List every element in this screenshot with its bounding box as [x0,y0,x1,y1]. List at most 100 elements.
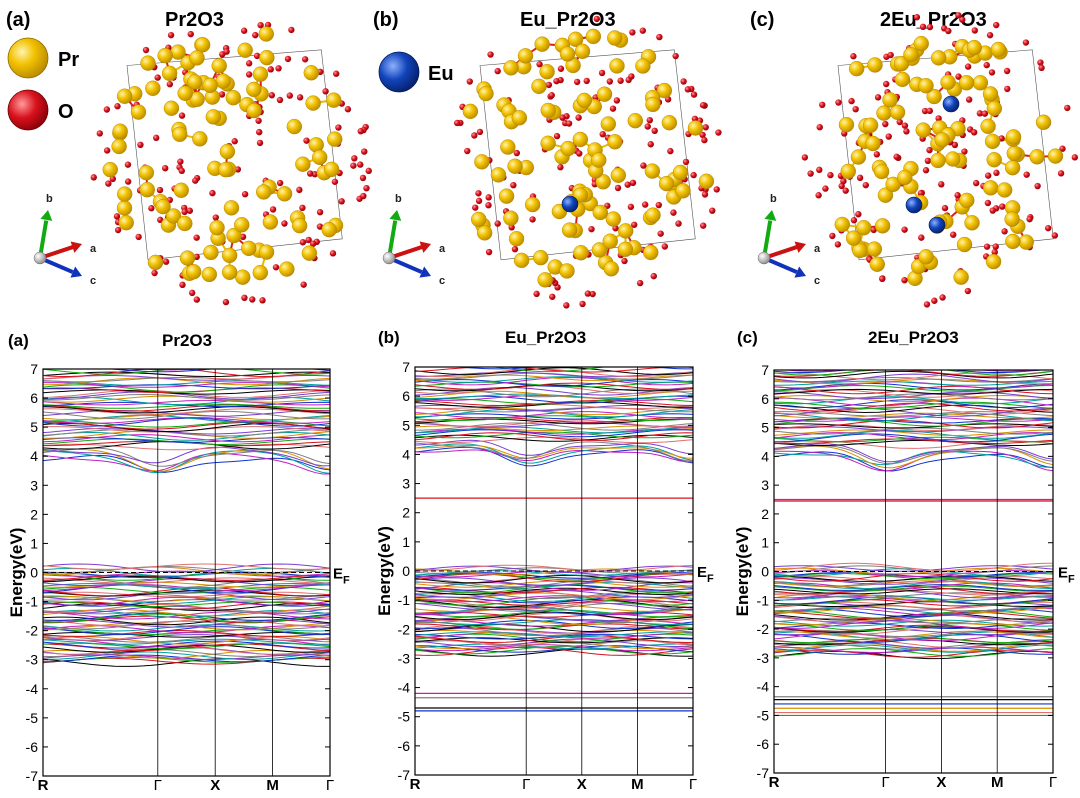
y-tick-label: -7 [398,767,411,783]
axes-triad: bac [34,193,97,287]
conduction-band-line [415,348,693,354]
y-tick-label: 7 [30,361,38,377]
kpoint-label: M [631,776,644,793]
structure-title: 2Eu_Pr2O3 [880,9,987,31]
chart-title: Eu_Pr2O3 [505,328,586,347]
y-tick-label: -7 [757,765,770,781]
y-tick-label: 3 [402,476,410,492]
kpoint-label: Γ [689,776,697,793]
y-tick-label: 3 [761,477,769,493]
chart-title: Pr2O3 [162,331,212,350]
y-tick-label: 7 [402,359,410,375]
y-tick-label: -2 [26,623,39,639]
y-tick-label: -2 [398,621,411,637]
o-legend-swatch [8,90,48,130]
crystal-structure-image [802,12,1078,308]
valence-band-line [43,621,330,629]
structure-title: Pr2O3 [165,9,224,31]
y-tick-label: 5 [30,419,38,435]
y-tick-label: -6 [398,738,411,754]
svg-text:c: c [439,275,445,287]
eu-legend-label: Eu [428,63,454,85]
y-tick-label: 6 [402,388,410,404]
y-tick-label: 2 [402,505,410,521]
chart-panel-letter: (b) [378,328,400,347]
conduction-band-line [415,350,693,356]
y-tick-label: 4 [402,446,410,462]
svg-text:a: a [439,243,446,255]
svg-text:b: b [770,193,777,205]
kpoint-label: X [936,774,946,791]
conduction-band-line [415,359,693,364]
conduction-band-line [415,351,693,357]
conduction-band-line [774,351,1053,357]
conduction-band-line [415,419,693,424]
y-tick-label: 2 [761,506,769,522]
y-tick-label: -4 [26,681,39,697]
conduction-band-line [774,364,1053,369]
y-tick-label: 6 [30,390,38,406]
structure-panel-c: (c) 2Eu_Pr2O3 bac [750,9,1078,308]
svg-text:c: c [814,275,820,287]
svg-text:a: a [814,243,821,255]
y-tick-label: -3 [26,652,39,668]
kpoint-label: Γ [881,774,889,791]
conduction-band-line [415,362,693,368]
axes-triad: b a c [758,193,821,287]
y-tick-label: -5 [398,709,411,725]
conduction-band-line [415,359,693,366]
y-tick-label: 5 [402,417,410,433]
y-tick-label: -5 [26,710,39,726]
y-tick-label: -3 [757,650,770,666]
y-axis-label: Energy(eV) [733,527,752,617]
conduction-band-line [43,356,330,361]
conduction-band-line [43,351,330,358]
valence-band-line [43,582,330,587]
conduction-band-line [774,356,1053,362]
conduction-band-line [774,353,1053,359]
conduction-band-line [774,361,1053,368]
kpoint-label: X [577,776,587,793]
kpoint-label: Γ [154,777,162,793]
o-legend-label: O [58,101,74,123]
pr-legend-swatch [8,38,48,78]
conduction-band-line [415,353,693,358]
y-tick-label: 0 [30,565,38,581]
kpoint-label: R [769,774,780,791]
conduction-band-line [43,356,330,363]
y-tick-label: -6 [757,736,770,752]
y-tick-label: 0 [402,563,410,579]
kpoint-label: Γ [522,776,530,793]
y-tick-label: 1 [761,535,769,551]
conduction-band-line [43,361,330,369]
conduction-band-line [43,362,330,366]
structure-letter: (b) [373,9,399,31]
y-tick-label: 6 [761,391,769,407]
eu-legend-swatch [379,52,419,92]
y-tick-label: 2 [30,506,38,522]
valence-band-line [774,566,1053,574]
structure-title: Eu_Pr2O3 [520,9,616,31]
valence-band-line [43,644,330,651]
conduction-band-line [415,450,693,462]
y-axis-label: Energy(eV) [375,526,394,616]
conduction-band-line [43,350,330,357]
y-tick-label: -1 [26,594,39,610]
svg-text:b: b [395,193,402,205]
kpoint-label: Γ [326,777,334,793]
svg-text:a: a [90,243,97,255]
valence-band-line [774,574,1053,582]
conduction-band-line [774,358,1053,364]
conduction-band-line [43,354,330,360]
y-tick-label: 4 [30,448,38,464]
kpoint-label: X [210,777,220,793]
conduction-band-line [415,354,693,362]
crystal-structure-image [91,22,372,306]
structure-letter: (a) [6,9,30,31]
crystal-structure-image [454,16,722,309]
kpoint-label: M [991,774,1004,791]
